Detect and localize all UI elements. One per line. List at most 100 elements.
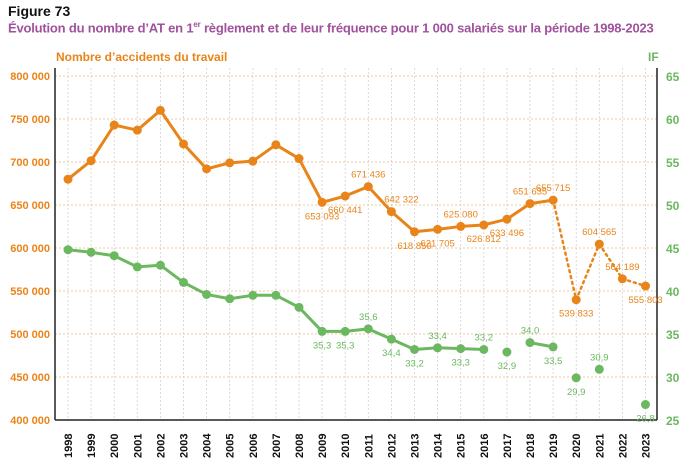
- y2-tick-label: 25: [666, 414, 680, 428]
- accidents-line-segment: [366, 185, 393, 214]
- if-data-label: 33,3: [451, 358, 470, 369]
- if-point: [386, 334, 396, 344]
- accidents-data-label: 633 496: [490, 228, 524, 239]
- y2-tick-label: 55: [666, 156, 680, 170]
- accidents-point: [641, 281, 650, 291]
- accidents-line-segment: [66, 159, 93, 181]
- accidents-line-segment: [574, 242, 601, 301]
- if-data-label: 33,2: [475, 332, 494, 343]
- if-point: [479, 344, 489, 354]
- if-data-label: 29,9: [567, 387, 586, 398]
- y2-tick-label: 45: [666, 242, 680, 256]
- x-tick-label: 2008: [294, 434, 306, 458]
- if-data-label: 33,2: [405, 358, 424, 369]
- if-point: [641, 400, 650, 410]
- if-point: [317, 326, 327, 336]
- if-point: [571, 373, 581, 383]
- if-point: [225, 294, 235, 304]
- x-tick-label: 1999: [86, 434, 98, 458]
- y-tick-label: 650 000: [10, 200, 50, 212]
- x-tick-label: 2011: [363, 434, 375, 458]
- y-tick-label: 700 000: [10, 157, 50, 169]
- accidents-data-label: 653 093: [305, 211, 339, 222]
- if-point: [132, 262, 142, 272]
- y-tick-label: 600 000: [10, 243, 50, 255]
- accidents-data-label: 626 812: [467, 234, 501, 245]
- if-point: [86, 247, 96, 257]
- y2-tick-label: 50: [666, 199, 680, 213]
- if-point: [433, 343, 443, 353]
- x-tick-label: 2010: [340, 434, 352, 458]
- x-tick-label: 2019: [548, 434, 560, 458]
- title-part: Évolution du nombre d’AT en 1: [8, 20, 194, 36]
- y2-tick-label: 40: [666, 285, 680, 299]
- x-tick-label: 2014: [433, 433, 445, 458]
- if-point: [410, 344, 419, 354]
- accidents-data-label: 564 189: [605, 262, 639, 273]
- accidents-point: [86, 156, 96, 166]
- accidents-point: [571, 295, 581, 305]
- y2-tick-label: 30: [666, 371, 680, 385]
- accidents-data-label: 621 705: [420, 238, 454, 249]
- x-tick-label: 2022: [617, 434, 629, 458]
- accidents-point: [132, 125, 142, 135]
- y-tick-label: 450 000: [10, 372, 50, 384]
- x-tick-label: 2018: [525, 434, 537, 458]
- accidents-point: [433, 224, 443, 234]
- x-tick-label: 2017: [502, 434, 514, 458]
- x-tick-label: 2007: [271, 434, 283, 458]
- x-tick-label: 2001: [132, 434, 144, 458]
- accidents-data-label: 625 080: [444, 209, 478, 220]
- if-point: [248, 290, 258, 300]
- y-axis-label: Nombre d’accidents du travail: [56, 50, 228, 64]
- if-data-label: 34,4: [382, 348, 401, 359]
- accidents-data-label: 671 436: [351, 170, 385, 181]
- if-data-label: 35,6: [359, 312, 378, 323]
- y-tick-label: 400 000: [10, 415, 50, 427]
- if-data-label: 26,8: [636, 414, 655, 425]
- accidents-line-segment: [598, 242, 624, 281]
- accidents-point: [617, 274, 627, 284]
- if-data-label: 35,3: [336, 340, 355, 351]
- accidents-point: [340, 191, 350, 201]
- chart-title: Évolution du nombre d’AT en 1er règlemen…: [8, 20, 654, 35]
- if-point: [109, 251, 119, 261]
- accidents-point: [317, 197, 327, 207]
- accidents-point: [294, 154, 304, 164]
- x-tick-label: 2004: [202, 433, 214, 458]
- accidents-data-label: 604 565: [582, 227, 616, 238]
- accidents-point: [63, 174, 73, 184]
- accidents-point: [386, 207, 396, 217]
- if-point: [294, 302, 304, 312]
- accidents-point: [548, 195, 558, 205]
- if-data-label: 33,5: [544, 356, 563, 367]
- accidents-point: [179, 139, 188, 149]
- x-tick-label: 2012: [386, 434, 398, 458]
- y2-axis-label: IF: [648, 50, 659, 64]
- x-tick-label: 2015: [456, 434, 468, 458]
- accidents-line-segment: [158, 108, 185, 146]
- x-tick-label: 2003: [179, 434, 191, 458]
- accidents-point: [410, 227, 419, 237]
- if-point: [594, 364, 604, 374]
- if-point: [271, 290, 281, 300]
- accidents-point: [479, 220, 489, 230]
- x-tick-label: 2016: [479, 434, 491, 458]
- x-tick-label: 2021: [594, 434, 606, 458]
- x-tick-label: 2006: [248, 434, 260, 458]
- accidents-point: [502, 214, 512, 224]
- if-data-label: 34,0: [521, 326, 540, 337]
- y-tick-label: 550 000: [10, 286, 50, 298]
- accidents-point: [155, 105, 165, 115]
- y2-tick-label: 60: [666, 113, 680, 127]
- x-tick-label: 2009: [317, 434, 329, 458]
- accidents-point: [202, 164, 212, 174]
- accidents-line-segment: [389, 210, 416, 234]
- accidents-data-label: 651 635: [513, 187, 547, 198]
- accidents-line-segment: [89, 123, 116, 163]
- accidents-data-label: 655 715: [536, 183, 570, 194]
- if-point: [179, 277, 188, 287]
- x-tick-label: 1998: [63, 434, 75, 458]
